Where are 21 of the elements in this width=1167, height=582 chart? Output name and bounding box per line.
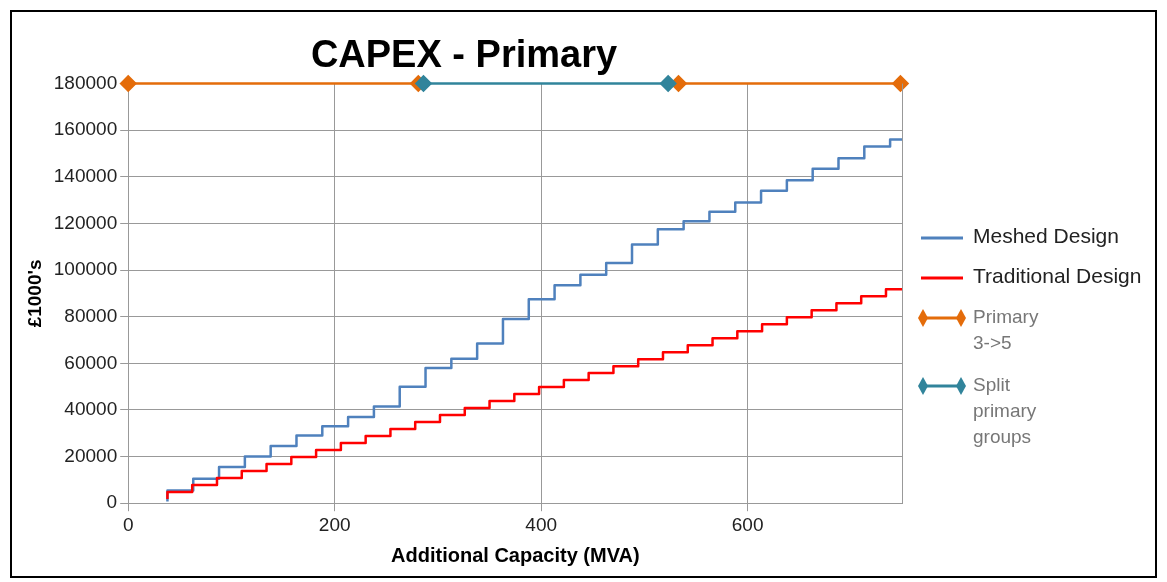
y-tick-label: 140000 (53, 165, 118, 187)
legend-label: Traditional Design (973, 264, 1142, 288)
y-tick-label: 20000 (64, 444, 118, 466)
x-axis-title: Additional Capacity (MVA) (391, 543, 640, 566)
y-axis-title: £1000's (23, 259, 45, 328)
legend-label: Meshed Design (973, 224, 1119, 248)
y-tick-label: 180000 (53, 71, 118, 93)
y-tick-label: 100000 (53, 258, 118, 280)
x-tick-label: 200 (318, 513, 351, 535)
y-tick-label: 40000 (64, 398, 118, 420)
y-tick-label: 60000 (64, 351, 118, 373)
y-tick-label: 80000 (64, 304, 118, 326)
y-tick-label: 160000 (53, 118, 118, 140)
x-tick-label: 600 (731, 513, 764, 535)
x-tick-label: 0 (122, 513, 134, 535)
chart-title: CAPEX - Primary (310, 33, 618, 76)
y-tick-label: 0 (106, 491, 118, 513)
x-tick-label: 400 (525, 513, 558, 535)
legend-label: Split primary groups (973, 373, 1038, 449)
legend-label: Primary 3->5 (973, 305, 1040, 355)
y-tick-label: 120000 (53, 211, 118, 233)
